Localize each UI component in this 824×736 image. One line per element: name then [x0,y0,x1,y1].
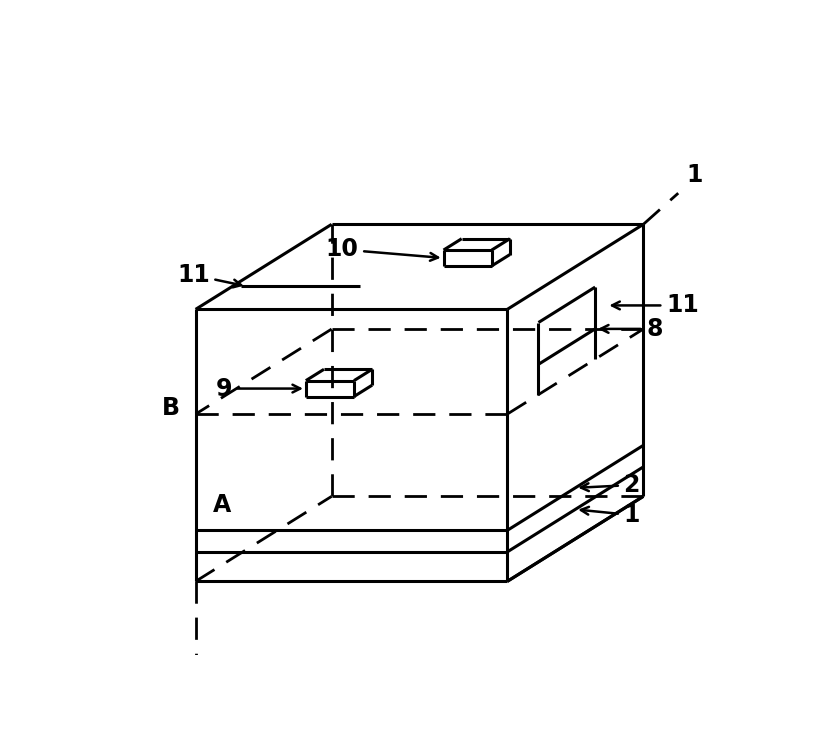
Text: 2: 2 [581,473,640,497]
Text: 1: 1 [686,163,703,188]
Text: 8: 8 [601,317,662,341]
Text: 11: 11 [612,294,699,317]
Text: 11: 11 [177,263,241,287]
Text: A: A [213,493,231,517]
Text: 10: 10 [325,238,438,261]
Text: 9: 9 [216,377,300,400]
Text: 1: 1 [581,503,640,527]
Text: B: B [162,397,180,420]
